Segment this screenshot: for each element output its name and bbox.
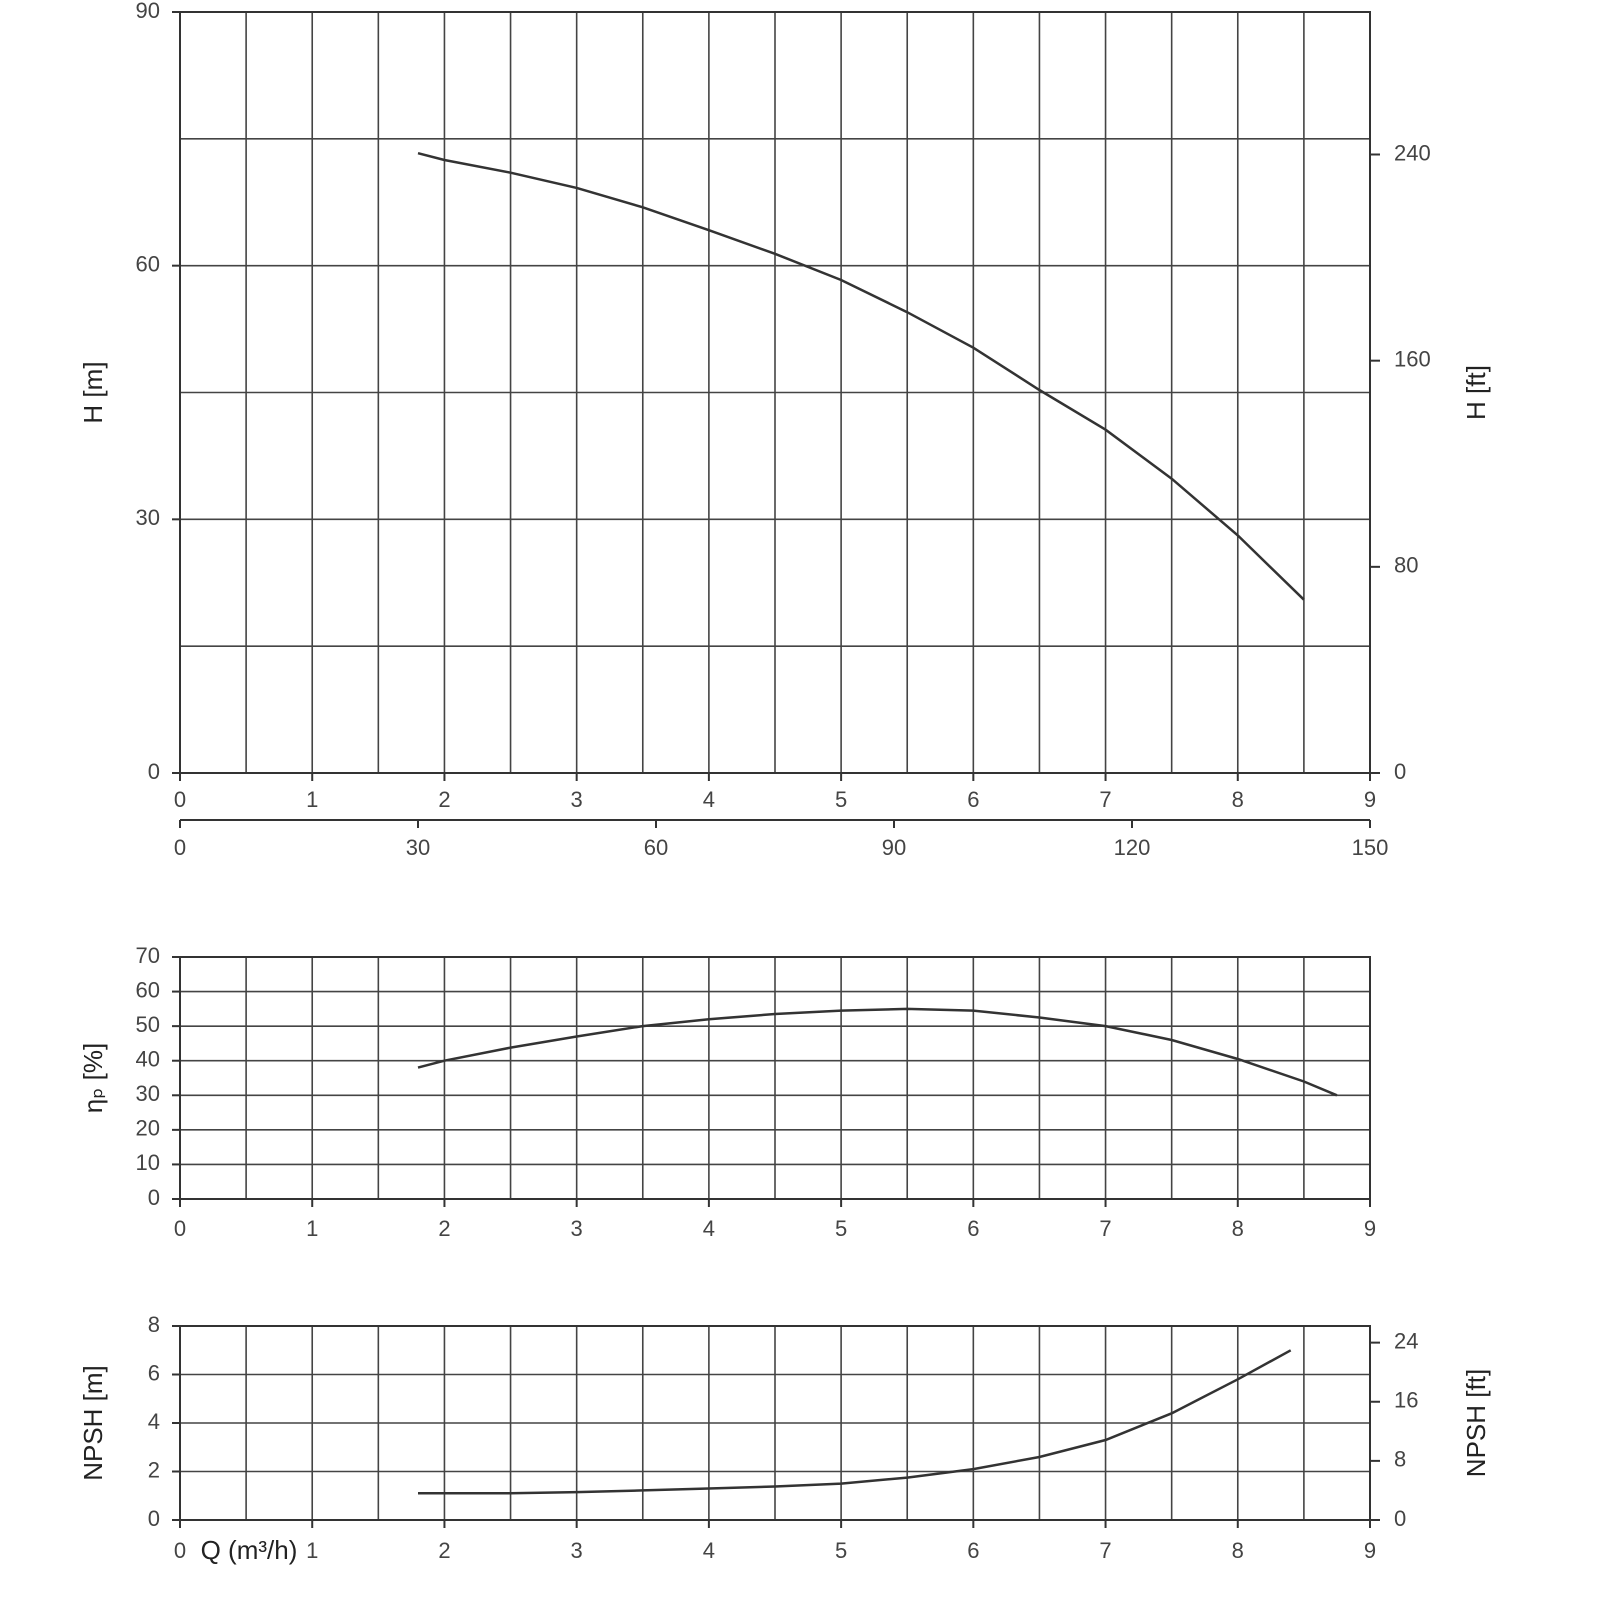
- x-tick-label: 7: [1099, 1216, 1111, 1241]
- x-tick-label: 0: [174, 1216, 186, 1241]
- x-tick-label: 6: [967, 1538, 979, 1563]
- y-tick-label: 2: [148, 1457, 160, 1482]
- x-tick-label: 1: [306, 1538, 318, 1563]
- y-tick-label: 4: [148, 1409, 160, 1434]
- x-tick-label: 1: [306, 1216, 318, 1241]
- y2-tick-label: 8: [1394, 1447, 1406, 1472]
- x-tick-label: 0: [174, 1538, 186, 1563]
- x-tick-label: 2: [438, 1216, 450, 1241]
- x2-tick-label: 60: [644, 835, 668, 860]
- y2-tick-label: 0: [1394, 1506, 1406, 1531]
- x-tick-label: 2: [438, 1538, 450, 1563]
- x-tick-label: 4: [703, 787, 715, 812]
- x-tick-label: 3: [571, 1216, 583, 1241]
- x-tick-label: 1: [306, 787, 318, 812]
- x2-tick-label: 30: [406, 835, 430, 860]
- curve: [417, 1007, 1338, 1097]
- y-tick-label: 0: [148, 1506, 160, 1531]
- x-tick-label: 8: [1232, 1538, 1244, 1563]
- y2-tick-label: 80: [1394, 553, 1418, 578]
- y-tick-label: 0: [148, 759, 160, 784]
- plot-frame: [179, 956, 1371, 1200]
- x2-tick-label: 90: [882, 835, 906, 860]
- y-tick-label: 0: [148, 1185, 160, 1210]
- y-tick-label: 90: [136, 0, 160, 23]
- y-axis-title: NPSH [m]: [78, 1365, 108, 1481]
- y-tick-label: 20: [136, 1116, 160, 1141]
- y-tick-label: 70: [136, 943, 160, 968]
- y2-tick-label: 240: [1394, 140, 1431, 165]
- curve: [418, 1349, 1292, 1495]
- x-tick-label: 9: [1364, 1216, 1376, 1241]
- y-tick-label: 30: [136, 505, 160, 530]
- x-tick-label: 6: [967, 1216, 979, 1241]
- x-tick-label: 3: [571, 1538, 583, 1563]
- y-axis-title: H [m]: [78, 361, 108, 423]
- x-tick-label: 5: [835, 1538, 847, 1563]
- x-tick-label: 5: [835, 787, 847, 812]
- x-tick-label: 4: [703, 1216, 715, 1241]
- y-tick-label: 40: [136, 1047, 160, 1072]
- x-tick-label: 7: [1099, 787, 1111, 812]
- y-axis-title: ηₚ [%]: [78, 1043, 108, 1113]
- x2-tick-label: 120: [1114, 835, 1151, 860]
- x-tick-label: 7: [1099, 1538, 1111, 1563]
- y2-tick-label: 16: [1394, 1388, 1418, 1413]
- y-tick-label: 50: [136, 1012, 160, 1037]
- y2-axis-title: NPSH [ft]: [1461, 1369, 1491, 1477]
- x-tick-label: 0: [174, 787, 186, 812]
- y2-tick-label: 24: [1394, 1328, 1418, 1353]
- plot-frame: [179, 11, 1371, 774]
- x-tick-label: 5: [835, 1216, 847, 1241]
- y-tick-label: 6: [148, 1360, 160, 1385]
- x-tick-label: 6: [967, 787, 979, 812]
- y2-tick-label: 160: [1394, 346, 1431, 371]
- y-tick-label: 60: [136, 977, 160, 1002]
- x-tick-label: 4: [703, 1538, 715, 1563]
- x-tick-label: 9: [1364, 787, 1376, 812]
- x-tick-label: 3: [571, 787, 583, 812]
- y-tick-label: 10: [136, 1150, 160, 1175]
- y-tick-label: 30: [136, 1081, 160, 1106]
- x-tick-label: 9: [1364, 1538, 1376, 1563]
- x-tick-label: 2: [438, 787, 450, 812]
- x2-tick-label: 150: [1352, 835, 1389, 860]
- y2-tick-label: 0: [1394, 759, 1406, 784]
- x2-tick-label: 0: [174, 835, 186, 860]
- y-tick-label: 60: [136, 251, 160, 276]
- y2-axis-title: H [ft]: [1461, 365, 1491, 420]
- curve: [417, 151, 1305, 601]
- x-tick-label: 8: [1232, 787, 1244, 812]
- y-tick-label: 8: [148, 1312, 160, 1337]
- x-tick-label: 8: [1232, 1216, 1244, 1241]
- x-axis-title: Q (m³/h): [201, 1535, 298, 1565]
